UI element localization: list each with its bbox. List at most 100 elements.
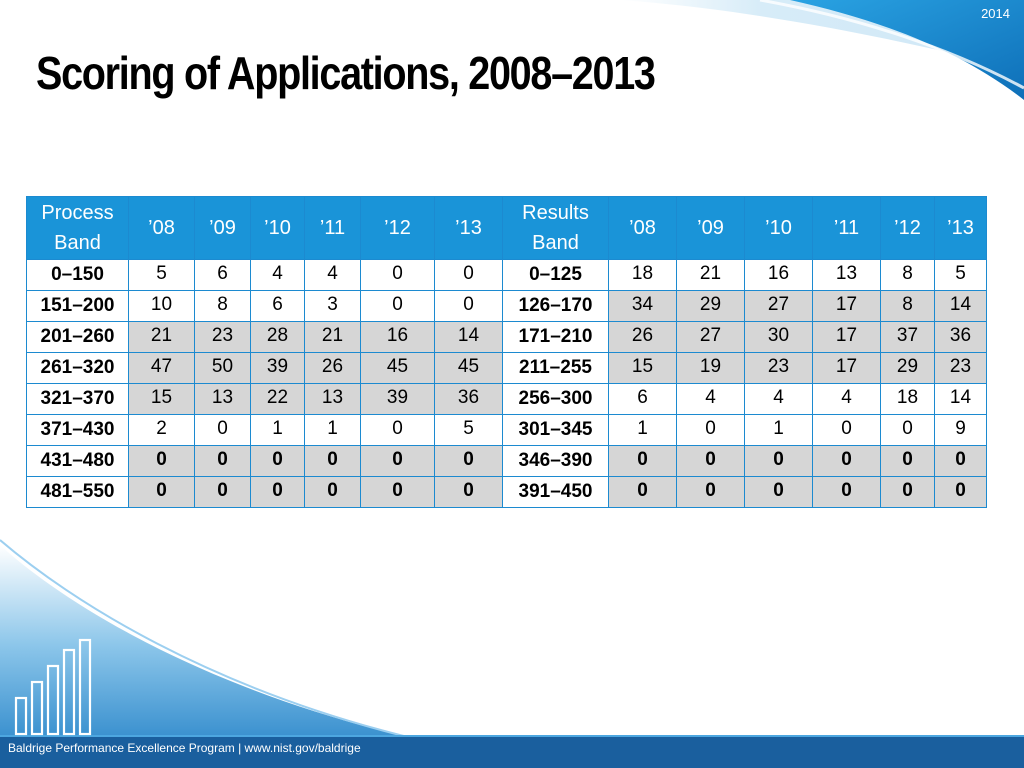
process-band-cell: 261–320	[26, 352, 129, 384]
results-score-cell: 17	[812, 321, 881, 353]
results-score-cell: 19	[676, 352, 745, 384]
process-score-cell: 0	[194, 445, 251, 477]
table-row: 371–430 2 0 1 1 0 5 301–345 1 0 1 0 0 9	[26, 414, 987, 446]
results-year-header: ’11	[812, 196, 881, 260]
results-score-cell: 0	[934, 476, 987, 508]
scores-table-container: Process Band ’08 ’09 ’10 ’11 ’12 ’13 Res…	[26, 196, 987, 508]
results-score-cell: 0	[676, 445, 745, 477]
process-score-cell: 0	[250, 445, 305, 477]
process-score-cell: 1	[304, 414, 361, 446]
process-band-cell: 321–370	[26, 383, 129, 415]
process-score-cell: 2	[128, 414, 195, 446]
process-year-header: ’12	[360, 196, 435, 260]
results-score-cell: 0	[880, 476, 935, 508]
results-score-cell: 37	[880, 321, 935, 353]
process-band-cell: 371–430	[26, 414, 129, 446]
process-score-cell: 5	[434, 414, 503, 446]
results-score-cell: 14	[934, 383, 987, 415]
process-score-cell: 0	[434, 259, 503, 291]
process-score-cell: 36	[434, 383, 503, 415]
results-band-cell: 391–450	[502, 476, 609, 508]
results-score-cell: 0	[676, 414, 745, 446]
results-band-cell: 301–345	[502, 414, 609, 446]
process-score-cell: 21	[304, 321, 361, 353]
results-score-cell: 26	[608, 321, 677, 353]
process-score-cell: 0	[128, 476, 195, 508]
results-year-header: ’10	[744, 196, 813, 260]
top-swoosh-blue	[790, 0, 1024, 100]
process-band-cell: 201–260	[26, 321, 129, 353]
results-year-header: ’13	[934, 196, 987, 260]
process-score-cell: 13	[304, 383, 361, 415]
results-score-cell: 9	[934, 414, 987, 446]
table-row: 151–200 10 8 6 3 0 0 126–170 34 29 27 17 8 14	[26, 290, 987, 322]
results-score-cell: 1	[744, 414, 813, 446]
results-score-cell: 29	[676, 290, 745, 322]
results-score-cell: 4	[744, 383, 813, 415]
process-score-cell: 39	[250, 352, 305, 384]
results-score-cell: 23	[934, 352, 987, 384]
process-score-cell: 6	[194, 259, 251, 291]
results-score-cell: 30	[744, 321, 813, 353]
process-score-cell: 4	[304, 259, 361, 291]
process-score-cell: 47	[128, 352, 195, 384]
process-score-cell: 15	[128, 383, 195, 415]
results-band-cell: 171–210	[502, 321, 609, 353]
table-row: 0–150 5 6 4 4 0 0 0–125 18 21 16 13 8 5	[26, 259, 987, 291]
process-score-cell: 6	[250, 290, 305, 322]
process-score-cell: 0	[250, 476, 305, 508]
process-score-cell: 0	[360, 414, 435, 446]
year-tag: 2014	[981, 6, 1010, 21]
results-score-cell: 0	[812, 445, 881, 477]
results-band-cell: 346–390	[502, 445, 609, 477]
results-score-cell: 16	[744, 259, 813, 291]
results-score-cell: 18	[880, 383, 935, 415]
table-row: 431–480 0 0 0 0 0 0 346–390 0 0 0 0 0 0	[26, 445, 987, 477]
process-score-cell: 39	[360, 383, 435, 415]
process-year-header: ’11	[304, 196, 361, 260]
process-score-cell: 28	[250, 321, 305, 353]
results-score-cell: 0	[812, 414, 881, 446]
footer-band	[0, 735, 1024, 768]
results-score-cell: 8	[880, 259, 935, 291]
process-score-cell: 0	[360, 259, 435, 291]
results-band-cell: 0–125	[502, 259, 609, 291]
process-score-cell: 8	[194, 290, 251, 322]
results-score-cell: 17	[812, 352, 881, 384]
process-score-cell: 5	[128, 259, 195, 291]
table-row: 201–260 21 23 28 21 16 14 171–210 26 27 30 17 37 36	[26, 321, 987, 353]
process-score-cell: 26	[304, 352, 361, 384]
results-score-cell: 0	[880, 445, 935, 477]
process-score-cell: 0	[434, 290, 503, 322]
results-score-cell: 0	[608, 445, 677, 477]
results-score-cell: 18	[608, 259, 677, 291]
process-band-cell: 151–200	[26, 290, 129, 322]
table-row: 321–370 15 13 22 13 39 36 256–300 6 4 4 4 18 14	[26, 383, 987, 415]
page-title: Scoring of Applications, 2008–2013	[36, 47, 656, 99]
results-score-cell: 15	[608, 352, 677, 384]
process-score-cell: 0	[304, 445, 361, 477]
results-score-cell: 0	[676, 476, 745, 508]
results-score-cell: 14	[934, 290, 987, 322]
process-year-header: ’10	[250, 196, 305, 260]
results-score-cell: 4	[812, 383, 881, 415]
process-band-cell: 0–150	[26, 259, 129, 291]
process-score-cell: 0	[434, 445, 503, 477]
process-score-cell: 23	[194, 321, 251, 353]
process-score-cell: 0	[360, 445, 435, 477]
results-year-header: ’12	[880, 196, 935, 260]
baldrige-bars-logo	[14, 638, 92, 736]
results-band-cell: 211–255	[502, 352, 609, 384]
process-score-cell: 16	[360, 321, 435, 353]
results-score-cell: 29	[880, 352, 935, 384]
process-score-cell: 21	[128, 321, 195, 353]
process-score-cell: 0	[304, 476, 361, 508]
results-band-cell: 256–300	[502, 383, 609, 415]
bottom-swoosh	[0, 545, 420, 768]
results-score-cell: 27	[744, 290, 813, 322]
process-year-header: ’08	[128, 196, 195, 260]
process-score-cell: 13	[194, 383, 251, 415]
results-score-cell: 13	[812, 259, 881, 291]
results-score-cell: 23	[744, 352, 813, 384]
